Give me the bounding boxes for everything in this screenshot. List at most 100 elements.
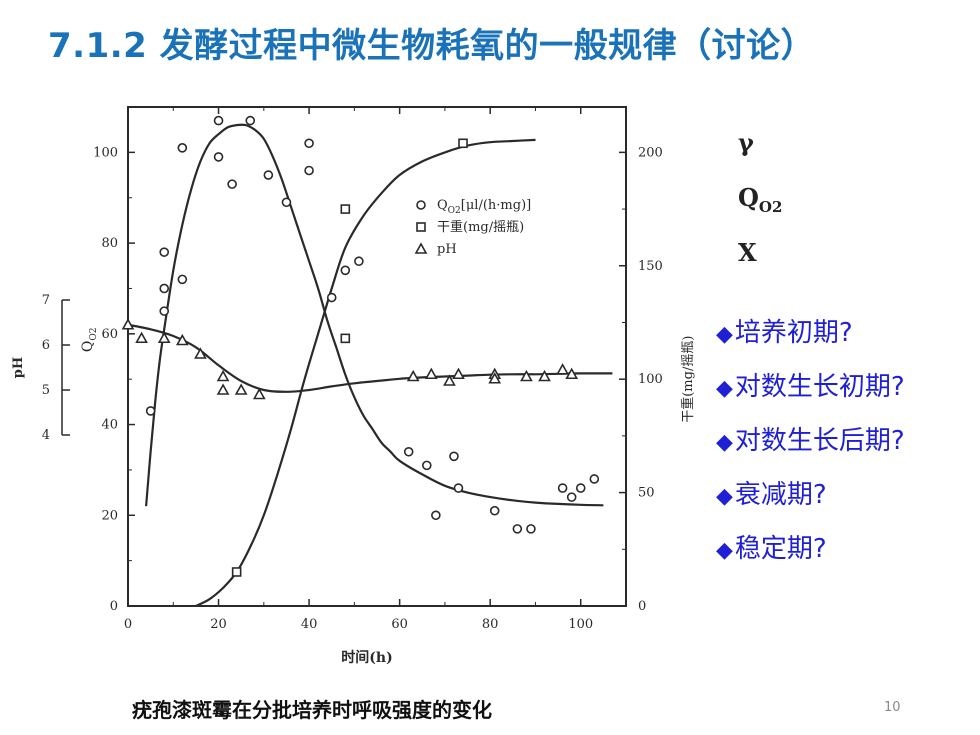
legend-label-sub: O2 (448, 206, 461, 216)
ph-point (406, 369, 420, 382)
qo2-point (145, 406, 156, 416)
legend-label-rest: [μl/(h·mg)] (461, 198, 531, 213)
legend-label: 干重(mg/摇瓶) (437, 219, 524, 235)
legend-square-marker (416, 222, 426, 232)
plot-frame (127, 106, 627, 607)
phase-list: ◆培养初期? ◆对数生长初期? ◆对数生长后期? ◆衰减期? ◆稳定期? (716, 312, 905, 582)
y-left-tick-label: 100 (93, 145, 118, 160)
y-left-tick-label: 60 (101, 327, 118, 342)
legend-label-main: 干重(mg/摇瓶) (437, 219, 524, 235)
legend-triangle-marker (414, 242, 428, 254)
phase-label: 衰减期? (734, 480, 827, 510)
qo2-point (177, 143, 188, 153)
ph-point (565, 367, 579, 380)
figure-caption: 疣孢漆斑霉在分批培养时呼吸强度的变化 (132, 698, 492, 722)
qo2-point (566, 492, 577, 502)
chart-axes: 0 20 40 60 80 100时间(h)020406080100QO24567pH05… (11, 106, 696, 666)
dry-weight-point (340, 204, 351, 214)
x-tick-label: 100 (568, 617, 593, 632)
ph-point (216, 383, 230, 395)
ph-point (424, 367, 438, 380)
qo2-point (489, 505, 500, 516)
y-left-axis-label-main: Q (80, 341, 96, 352)
qo2-point (421, 460, 432, 471)
x-tick-label: 80 (482, 617, 499, 632)
ph-point (538, 369, 551, 382)
phase-label: 稳定期? (734, 534, 827, 564)
chart-points (121, 115, 600, 577)
phase-item: ◆对数生长后期? (716, 420, 905, 474)
qo2-point (281, 197, 292, 208)
dry-weight-point (231, 567, 242, 577)
qo2-point (453, 483, 464, 493)
ph-tick-label: 5 (42, 383, 50, 398)
legend-circle-marker (416, 200, 426, 210)
y-right-tick-label: 150 (638, 259, 663, 274)
ph-axis-label: pH (11, 357, 26, 378)
y-left-axis-label-sub: O2 (89, 328, 99, 341)
ph-point (216, 369, 230, 382)
qo2-point (431, 510, 441, 521)
ph-tick-label: 7 (42, 293, 50, 308)
diamond-bullet-icon: ◆ (716, 376, 733, 401)
qo2-point (575, 483, 586, 493)
qo2-curve (145, 123, 604, 507)
phase-label: 对数生长后期? (734, 426, 905, 456)
diamond-bullet-icon: ◆ (716, 322, 733, 347)
ph-point (135, 331, 148, 344)
legend-label-main: pH (437, 242, 457, 257)
diamond-bullet-icon: ◆ (716, 484, 733, 509)
ph-point (175, 333, 189, 346)
respiration-chart: 0 20 40 60 80 100时间(h)020406080100QO24567pH05… (11, 106, 696, 666)
ph-tick-label: 4 (42, 428, 50, 443)
qo2-point (159, 306, 170, 316)
y-right-tick-label: 0 (638, 599, 646, 614)
variable-item: γ (738, 128, 782, 183)
ph-point (520, 369, 533, 382)
qo2-point (159, 247, 170, 257)
variable-item: QO2 (738, 183, 782, 238)
qo2-point (354, 256, 364, 267)
x-tick-label: 0 (124, 617, 132, 632)
ph-tick-label: 6 (42, 338, 50, 353)
variable-symbol: Q (738, 183, 759, 212)
y-left-axis-label: QO2 (80, 328, 99, 353)
ph-point (157, 331, 171, 344)
qo2-point (304, 138, 314, 149)
phase-item: ◆稳定期? (716, 528, 905, 582)
page-number: 10 (884, 700, 901, 715)
x-tick-label: 40 (301, 617, 318, 632)
phase-item: ◆培养初期? (716, 312, 905, 366)
qo2-point (589, 474, 600, 484)
x-tick-label: 20 (210, 617, 227, 632)
y-right-tick-label: 200 (638, 145, 663, 160)
phase-label: 对数生长初期? (734, 372, 905, 402)
slide-title: 7.1.2 发酵过程中微生物耗氧的一般规律（讨论） (48, 26, 816, 66)
variable-subscript: O2 (758, 197, 783, 216)
dry-weight-point (458, 138, 468, 149)
qo2-point (340, 265, 351, 276)
qo2-point (263, 170, 274, 180)
ph-point (556, 363, 569, 375)
variable-list: γ QO2 X (738, 128, 782, 293)
y-right-tick-label: 100 (638, 372, 663, 387)
phase-label: 培养初期? (734, 318, 853, 348)
qo2-point (326, 292, 337, 303)
x-axis-label: 时间(h) (341, 649, 392, 666)
ph-point (452, 367, 465, 380)
variable-symbol: X (738, 238, 757, 267)
ph-point (443, 374, 456, 386)
ph-point (488, 372, 502, 384)
qo2-point (213, 115, 224, 126)
qo2-point (177, 274, 188, 285)
y-right-axis-label: 干重(mg/摇瓶) (680, 336, 696, 423)
qo2-point (557, 483, 568, 493)
phase-item: ◆衰减期? (716, 474, 905, 528)
ph-point (252, 387, 266, 400)
diamond-bullet-icon: ◆ (716, 430, 733, 455)
variable-item: X (738, 238, 782, 293)
ph-point (194, 347, 207, 359)
diamond-bullet-icon: ◆ (716, 538, 733, 563)
qo2-point (512, 524, 523, 534)
chart-legend: QO2[μl/(h·mg)] 干重(mg/摇瓶) pH (414, 198, 531, 257)
